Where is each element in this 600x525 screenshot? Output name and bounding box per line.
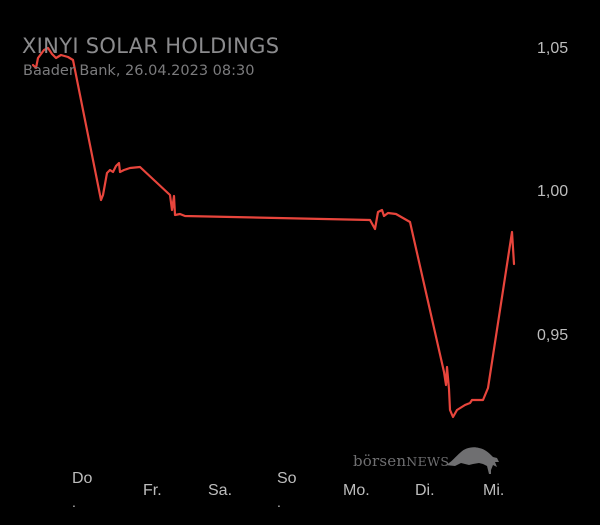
x-tick-mi: Mi. — [483, 482, 505, 499]
logo-text: börsenNEWS — [353, 452, 449, 470]
x-tick-do: Do — [72, 470, 93, 487]
price-line — [31, 46, 516, 419]
logo-text-caps: NEWS — [406, 454, 450, 469]
chart-title: XINYI SOLAR HOLDINGS — [22, 34, 280, 58]
x-tick-do-dot: . — [72, 494, 76, 510]
bull-icon — [445, 447, 499, 474]
x-tick-di: Di. — [415, 482, 435, 499]
x-tick-so-dot: . — [277, 494, 281, 510]
x-tick-so: So — [277, 470, 297, 487]
x-tick-mo: Mo. — [343, 482, 370, 499]
y-tick-0-95: 0,95 — [537, 327, 569, 344]
x-tick-sa: Sa. — [208, 482, 233, 499]
boersennews-logo: börsenNEWS — [350, 443, 505, 477]
y-tick-1-05: 1,05 — [537, 40, 569, 57]
y-tick-1-00: 1,00 — [537, 183, 569, 200]
chart-subtitle: Baader Bank, 26.04.2023 08:30 — [23, 63, 255, 79]
logo-text-lower: börsen — [353, 452, 407, 470]
x-tick-fr: Fr. — [143, 482, 162, 499]
